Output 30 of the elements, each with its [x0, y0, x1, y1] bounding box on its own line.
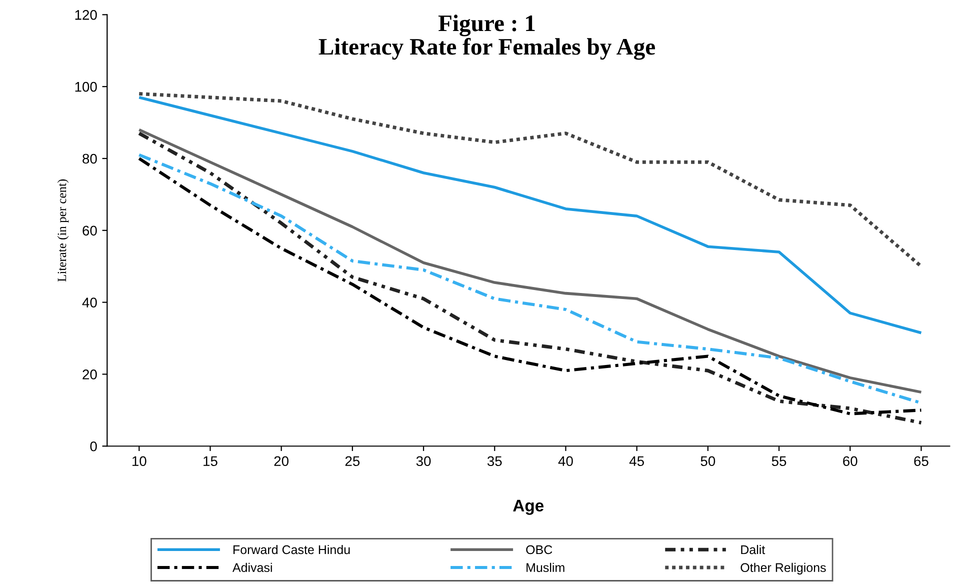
x-tick-label: 45 — [629, 456, 644, 466]
x-tick-label: 30 — [416, 456, 431, 466]
line-series — [138, 96, 923, 334]
x-tick-label: 40 — [558, 456, 573, 466]
legend-label: Forward Caste Hindu — [233, 544, 350, 554]
x-axis-title: Age — [513, 500, 544, 515]
legend-label: Muslim — [526, 562, 564, 572]
line-series — [137, 92, 923, 268]
x-tick-label: 55 — [772, 456, 786, 466]
y-tick-label: 100 — [75, 82, 97, 92]
legend-label: OBC — [526, 545, 552, 554]
legend-label: Dalit — [741, 544, 766, 554]
x-tick-label: 20 — [274, 456, 289, 466]
y-axis-title: Literate (in per cent) — [57, 179, 69, 282]
y-tick-label: 0 — [90, 441, 97, 452]
y-tick-label: 40 — [82, 298, 97, 308]
legend-label: Adivasi — [232, 562, 272, 572]
y-tick-label: 120 — [75, 10, 97, 20]
y-tick-label: 80 — [82, 154, 97, 164]
x-tick-label: 25 — [345, 456, 360, 466]
y-tick-label: 60 — [82, 226, 97, 236]
x-tick-label: 60 — [843, 456, 858, 466]
y-tick-label: 20 — [82, 370, 97, 380]
x-tick-label: 35 — [487, 456, 502, 466]
legend-label: Other Religions — [740, 562, 826, 574]
x-tick-label: 50 — [700, 456, 716, 466]
x-tick-label: 15 — [204, 456, 218, 466]
chart-title: Figure : 1 Literacy Rate for Females by Age — [318, 14, 656, 60]
x-tick-label: 10 — [132, 456, 146, 466]
x-tick-label: 65 — [914, 456, 928, 466]
